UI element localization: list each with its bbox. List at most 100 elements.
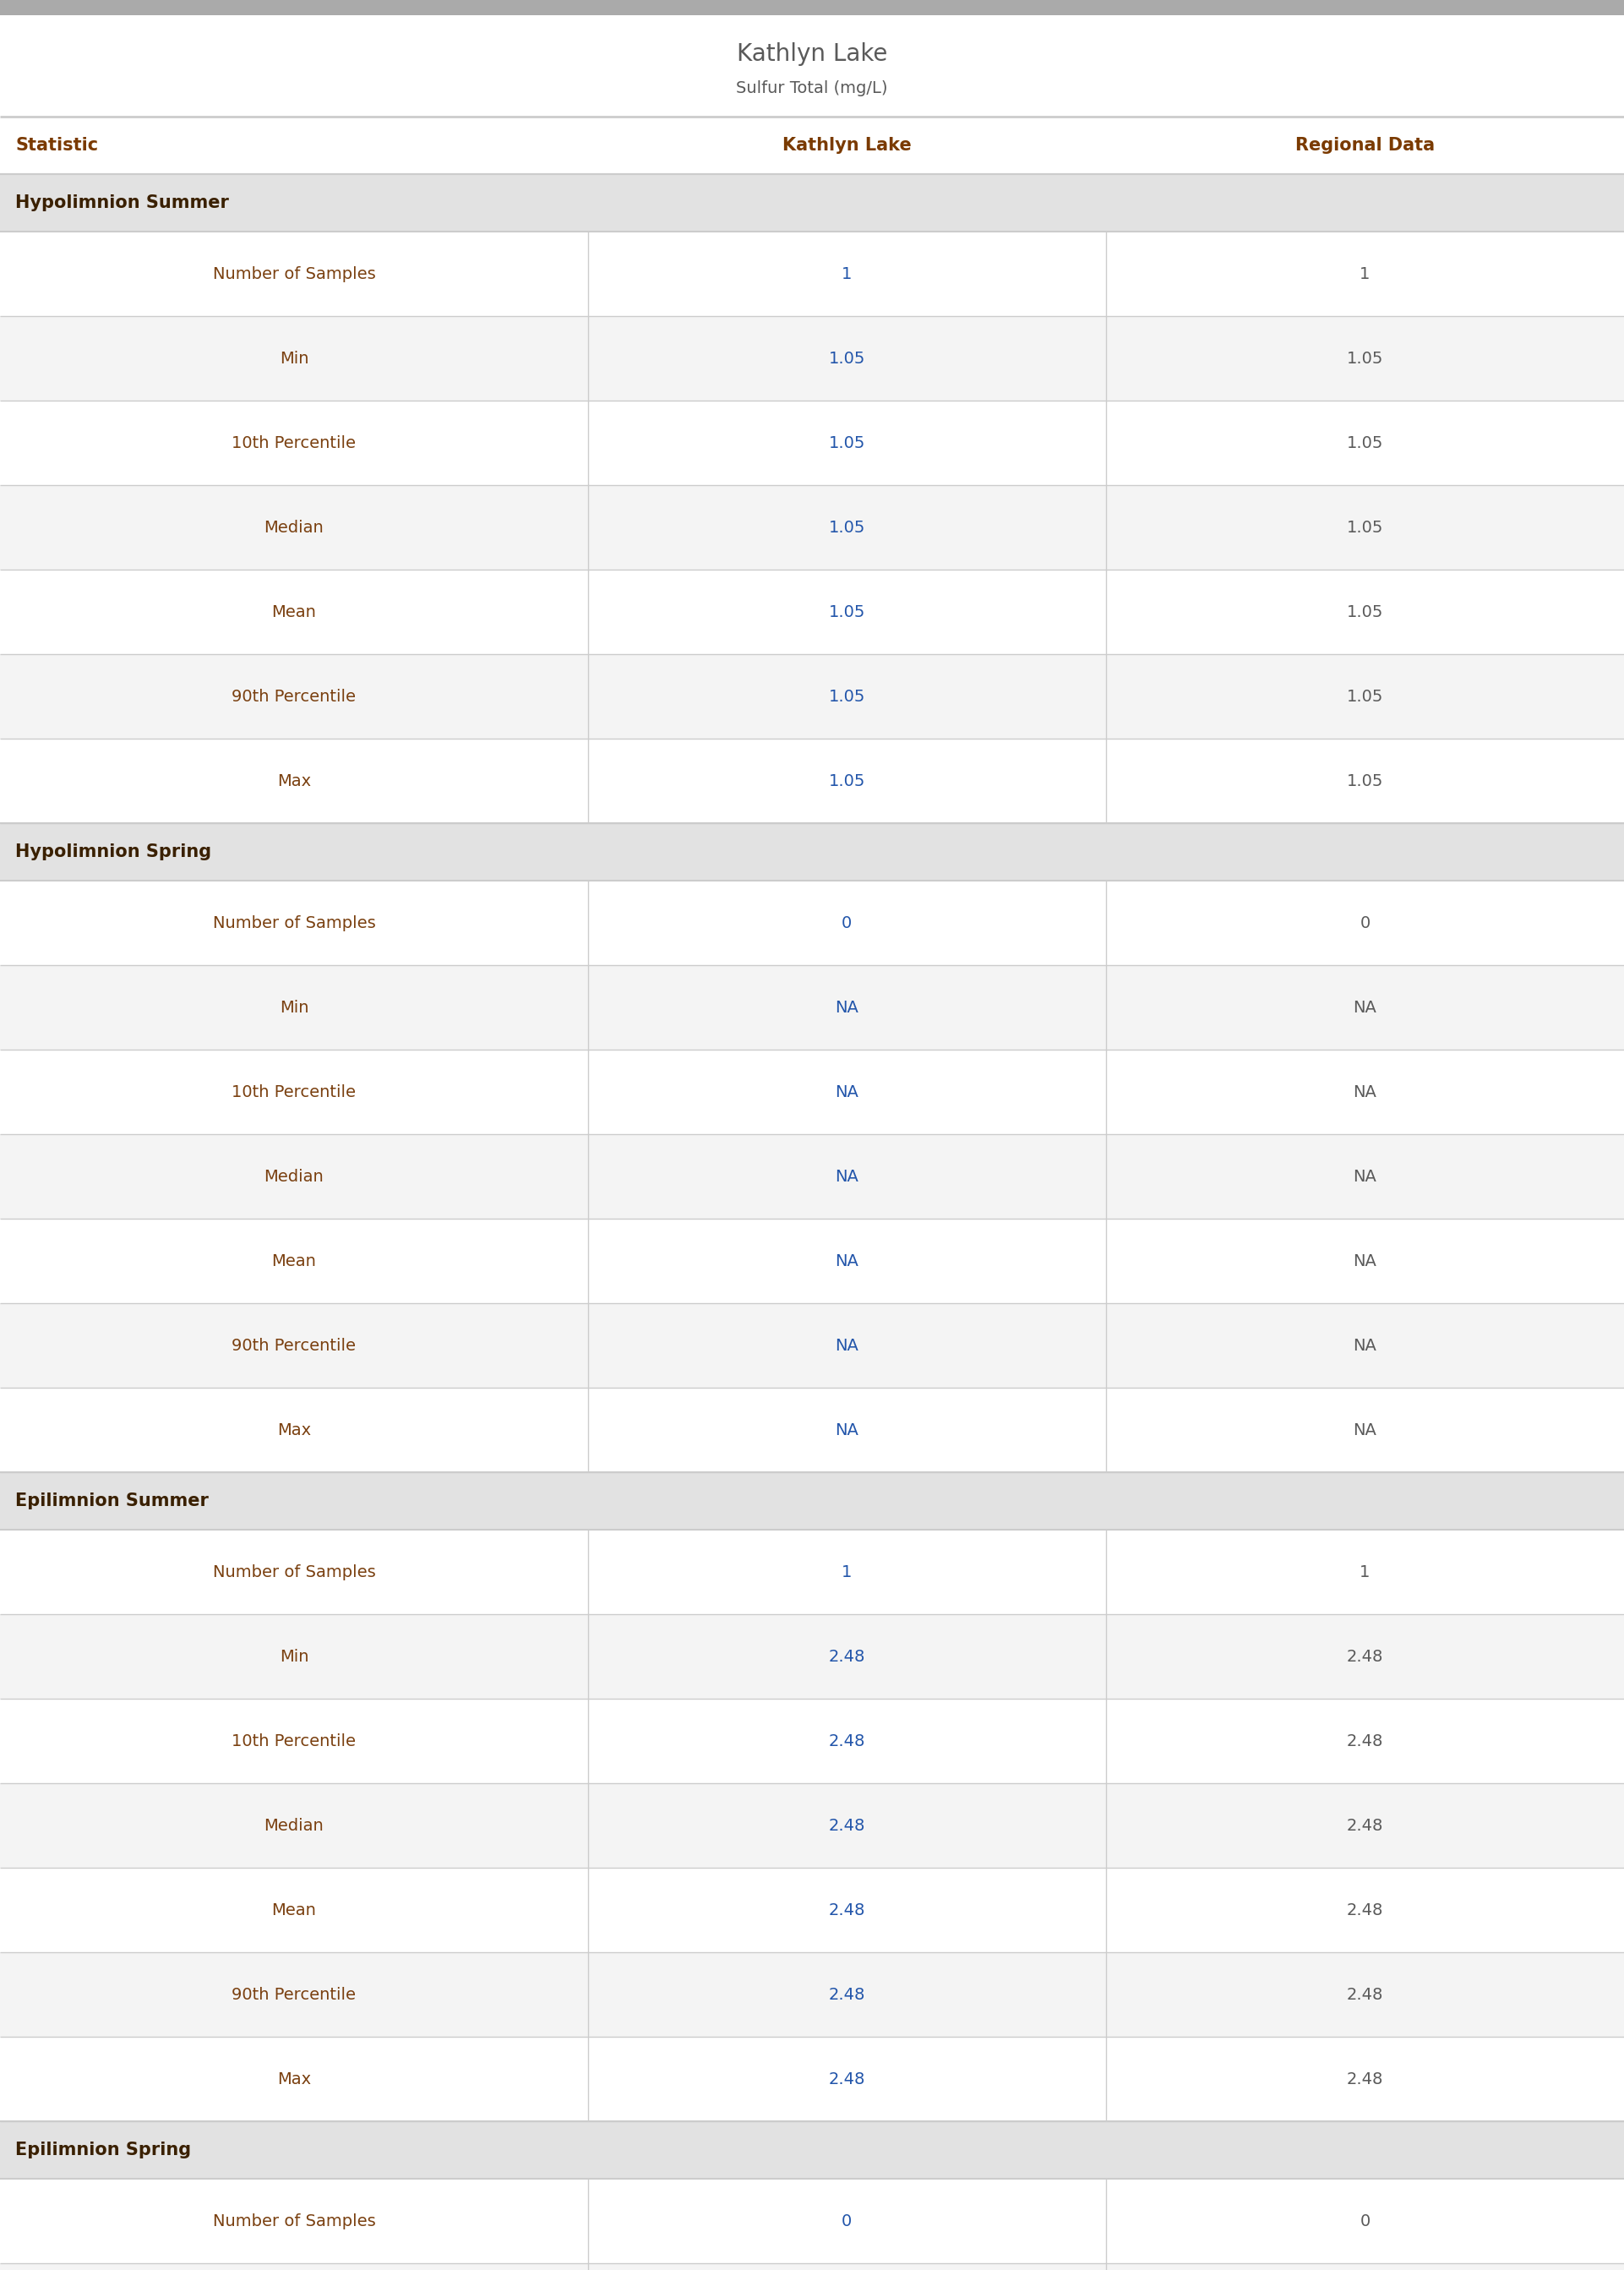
Text: NA: NA [1353, 999, 1377, 1015]
Text: Sulfur Total (mg/L): Sulfur Total (mg/L) [736, 79, 888, 95]
Text: Min: Min [279, 999, 309, 1015]
Bar [0, 1135, 1624, 1219]
Bar [0, 486, 1624, 570]
Text: Hypolimnion Summer: Hypolimnion Summer [15, 195, 229, 211]
Text: NA: NA [835, 1083, 859, 1101]
Bar [0, 0, 1624, 16]
Text: Hypolimnion Spring: Hypolimnion Spring [15, 844, 211, 860]
Text: NA: NA [1353, 1083, 1377, 1101]
Text: 2.48: 2.48 [1346, 2070, 1384, 2086]
Text: Kathlyn Lake: Kathlyn Lake [783, 136, 911, 154]
Text: 2.48: 2.48 [828, 1986, 866, 2002]
Text: Kathlyn Lake: Kathlyn Lake [737, 41, 887, 66]
Text: 0: 0 [1359, 2213, 1371, 2229]
Text: 1.05: 1.05 [1346, 688, 1384, 704]
Text: 2.48: 2.48 [828, 1902, 866, 1918]
Text: 10th Percentile: 10th Percentile [232, 1732, 356, 1748]
Text: 1: 1 [1359, 266, 1371, 281]
Text: 1.05: 1.05 [1346, 436, 1384, 452]
Text: 1: 1 [1359, 1564, 1371, 1580]
Bar [0, 175, 1624, 232]
Text: Number of Samples: Number of Samples [213, 266, 375, 281]
Bar [0, 1784, 1624, 1868]
Bar [0, 1219, 1624, 1303]
Text: 2.48: 2.48 [1346, 1818, 1384, 1834]
Bar [0, 1952, 1624, 2036]
Bar [0, 1530, 1624, 1614]
Text: Median: Median [265, 1169, 323, 1185]
Text: 1: 1 [841, 1564, 853, 1580]
Bar [0, 316, 1624, 400]
Text: 1.05: 1.05 [1346, 520, 1384, 536]
Bar [0, 400, 1624, 486]
Bar [0, 1868, 1624, 1952]
Bar [0, 116, 1624, 175]
Text: 0: 0 [1359, 915, 1371, 931]
Text: 1.05: 1.05 [828, 604, 866, 620]
Text: Regional Data: Regional Data [1296, 136, 1434, 154]
Bar [0, 824, 1624, 881]
Text: 10th Percentile: 10th Percentile [232, 1083, 356, 1101]
Text: Median: Median [265, 1818, 323, 1834]
Text: Min: Min [279, 350, 309, 365]
Text: NA: NA [1353, 1337, 1377, 1353]
Text: 90th Percentile: 90th Percentile [232, 688, 356, 704]
Text: Median: Median [265, 520, 323, 536]
Bar [0, 881, 1624, 965]
Text: Max: Max [278, 2070, 310, 2086]
Text: 2.48: 2.48 [828, 1818, 866, 1834]
Text: Number of Samples: Number of Samples [213, 1564, 375, 1580]
Text: Max: Max [278, 1421, 310, 1437]
Bar [0, 1387, 1624, 1473]
Bar [0, 2179, 1624, 2263]
Text: Statistic: Statistic [15, 136, 97, 154]
Text: 1.05: 1.05 [1346, 772, 1384, 790]
Text: Number of Samples: Number of Samples [213, 2213, 375, 2229]
Bar [0, 16, 1624, 116]
Text: 1.05: 1.05 [828, 688, 866, 704]
Text: 2.48: 2.48 [1346, 1902, 1384, 1918]
Text: NA: NA [835, 1253, 859, 1269]
Bar [0, 2120, 1624, 2179]
Bar [0, 2263, 1624, 2270]
Text: 1.05: 1.05 [828, 436, 866, 452]
Text: NA: NA [1353, 1421, 1377, 1437]
Text: 90th Percentile: 90th Percentile [232, 1337, 356, 1353]
Bar [0, 654, 1624, 738]
Bar [0, 1049, 1624, 1135]
Text: Mean: Mean [271, 604, 317, 620]
Bar [0, 1473, 1624, 1530]
Bar [0, 1614, 1624, 1698]
Text: Epilimnion Summer: Epilimnion Summer [15, 1491, 208, 1510]
Bar [0, 232, 1624, 316]
Text: 1.05: 1.05 [828, 772, 866, 790]
Text: Mean: Mean [271, 1902, 317, 1918]
Text: Min: Min [279, 1648, 309, 1664]
Text: 2.48: 2.48 [828, 2070, 866, 2086]
Text: 0: 0 [841, 915, 853, 931]
Bar [0, 1303, 1624, 1387]
Text: 2.48: 2.48 [828, 1648, 866, 1664]
Text: 0: 0 [841, 2213, 853, 2229]
Text: Max: Max [278, 772, 310, 790]
Text: 2.48: 2.48 [828, 1732, 866, 1748]
Text: 1: 1 [841, 266, 853, 281]
Text: NA: NA [835, 1421, 859, 1437]
Text: 1.05: 1.05 [1346, 350, 1384, 365]
Bar [0, 2036, 1624, 2120]
Text: NA: NA [835, 1169, 859, 1185]
Text: 2.48: 2.48 [1346, 1732, 1384, 1748]
Text: Mean: Mean [271, 1253, 317, 1269]
Text: Epilimnion Spring: Epilimnion Spring [15, 2141, 192, 2159]
Text: 1.05: 1.05 [1346, 604, 1384, 620]
Text: Number of Samples: Number of Samples [213, 915, 375, 931]
Text: NA: NA [835, 999, 859, 1015]
Bar [0, 570, 1624, 654]
Text: 2.48: 2.48 [1346, 1986, 1384, 2002]
Text: NA: NA [1353, 1253, 1377, 1269]
Text: NA: NA [835, 1337, 859, 1353]
Text: NA: NA [1353, 1169, 1377, 1185]
Bar [0, 738, 1624, 824]
Text: 90th Percentile: 90th Percentile [232, 1986, 356, 2002]
Text: 1.05: 1.05 [828, 350, 866, 365]
